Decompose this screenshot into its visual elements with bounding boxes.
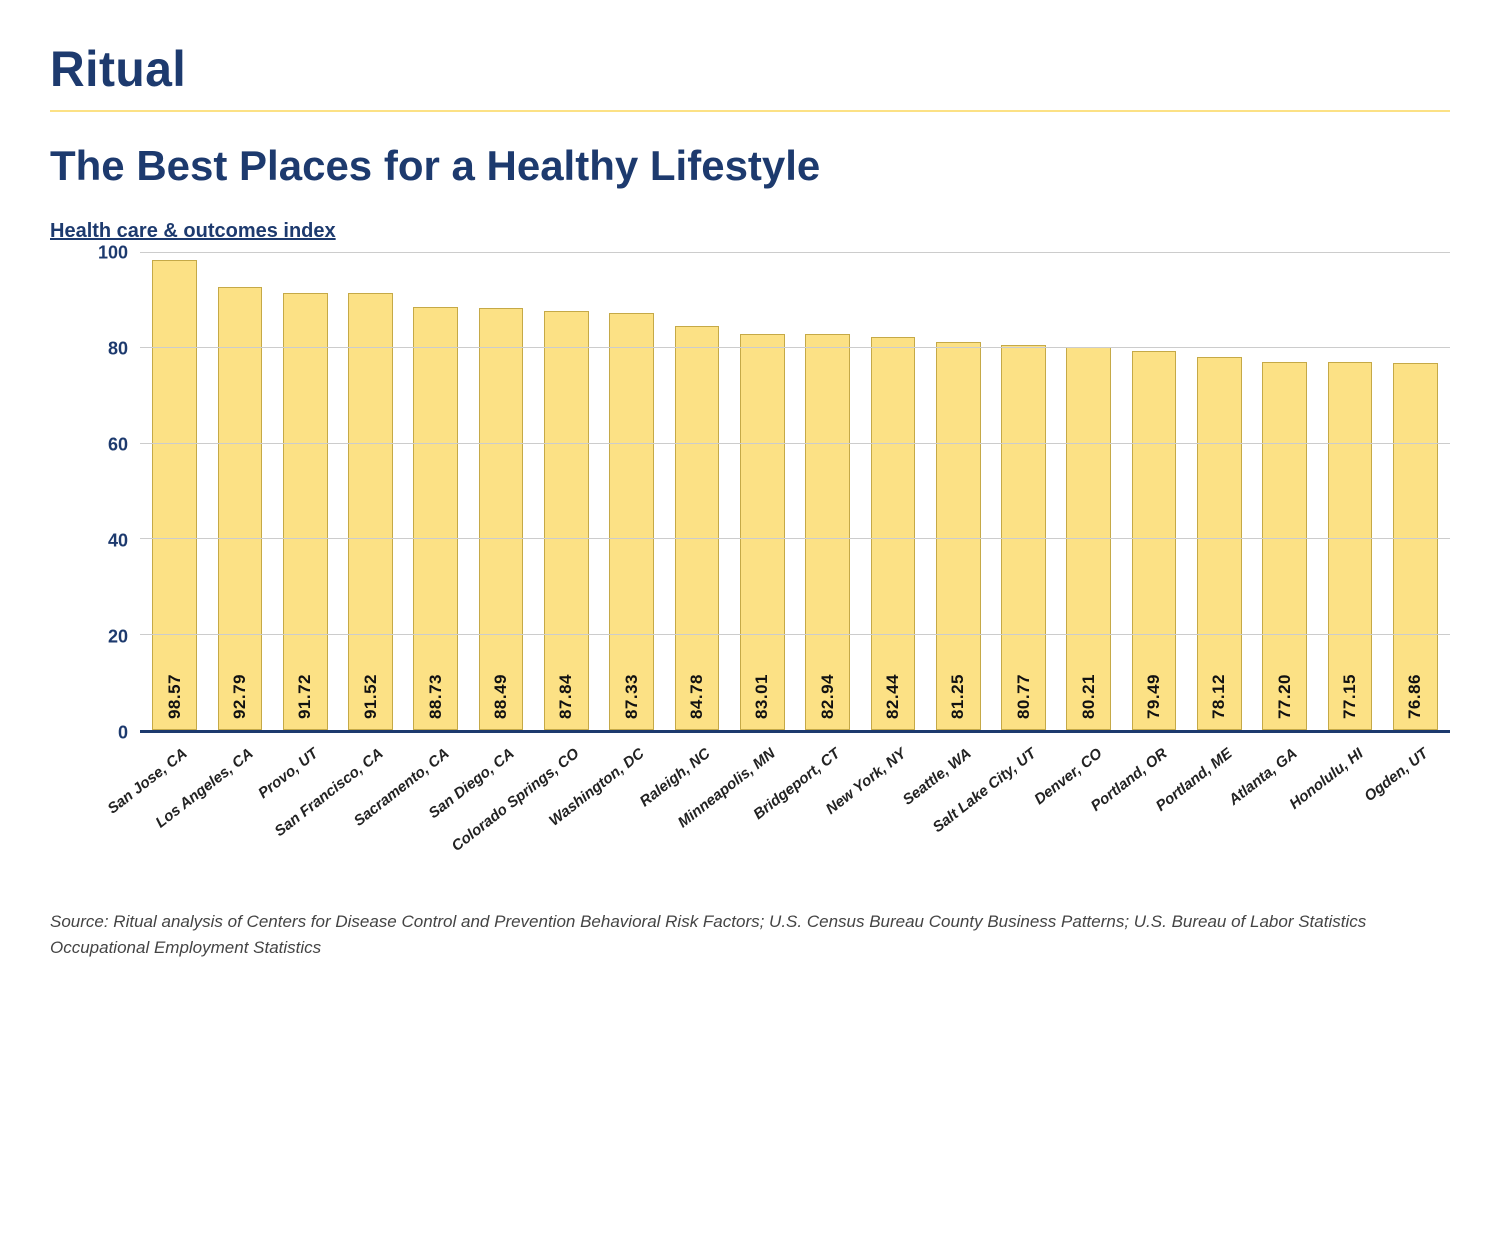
bar: 82.44 bbox=[871, 337, 916, 730]
bar-slot: 82.44 bbox=[864, 253, 921, 730]
bar-value-label: 84.78 bbox=[687, 674, 707, 719]
x-label-slot: Ogden, UT bbox=[1387, 739, 1444, 889]
bar-value-label: 81.25 bbox=[948, 674, 968, 719]
bar-value-label: 77.20 bbox=[1275, 674, 1295, 719]
x-label-slot: Portland, OR bbox=[1125, 739, 1182, 889]
bar-slot: 84.78 bbox=[668, 253, 725, 730]
bar-slot: 92.79 bbox=[211, 253, 268, 730]
bar-slot: 76.86 bbox=[1387, 253, 1444, 730]
bar: 84.78 bbox=[675, 326, 720, 730]
bar-value-label: 82.94 bbox=[818, 674, 838, 719]
bar: 77.15 bbox=[1328, 362, 1373, 730]
source-attribution: Source: Ritual analysis of Centers for D… bbox=[50, 909, 1450, 962]
bar: 77.20 bbox=[1262, 362, 1307, 730]
y-tick-label: 100 bbox=[98, 243, 128, 264]
bar-value-label: 88.73 bbox=[426, 674, 446, 719]
y-axis: 020406080100 bbox=[50, 253, 140, 733]
bar-slot: 83.01 bbox=[734, 253, 791, 730]
bar: 87.33 bbox=[609, 313, 654, 730]
bar-slot: 87.33 bbox=[603, 253, 660, 730]
gridline bbox=[140, 443, 1450, 444]
bar-slot: 81.25 bbox=[930, 253, 987, 730]
gridline bbox=[140, 347, 1450, 348]
x-label-slot: Portland, ME bbox=[1191, 739, 1248, 889]
bar: 83.01 bbox=[740, 334, 785, 730]
bar-slot: 87.84 bbox=[538, 253, 595, 730]
bar: 79.49 bbox=[1132, 351, 1177, 730]
bar-slot: 91.72 bbox=[277, 253, 334, 730]
x-axis-labels: San Jose, CALos Angeles, CAProvo, UTSan … bbox=[140, 739, 1450, 889]
x-label-slot: New York, NY bbox=[864, 739, 921, 889]
plot-row: 020406080100 98.5792.7991.7291.5288.7388… bbox=[50, 253, 1450, 733]
bar-slot: 80.77 bbox=[995, 253, 1052, 730]
bar-slot: 80.21 bbox=[1060, 253, 1117, 730]
bar-value-label: 91.52 bbox=[361, 674, 381, 719]
bar-slot: 82.94 bbox=[799, 253, 856, 730]
x-label-slot: Atlanta, GA bbox=[1256, 739, 1313, 889]
bar-value-label: 80.77 bbox=[1014, 674, 1034, 719]
plot-area: 98.57 92.79 91.72 91.52 88.73 88.49 87.84 87.33… bbox=[140, 253, 1450, 733]
bar-value-label: 76.86 bbox=[1405, 674, 1425, 719]
bar-slot: 77.20 bbox=[1256, 253, 1313, 730]
x-label-slot: Los Angeles, CA bbox=[211, 739, 268, 889]
infographic-root: Ritual The Best Places for a Healthy Lif… bbox=[0, 0, 1500, 1009]
y-tick-label: 80 bbox=[108, 339, 128, 360]
bar-slot: 79.49 bbox=[1125, 253, 1182, 730]
bar: 91.52 bbox=[348, 293, 393, 730]
bar: 78.12 bbox=[1197, 357, 1242, 730]
x-label-slot: Salt Lake City, UT bbox=[995, 739, 1052, 889]
gridline bbox=[140, 538, 1450, 539]
y-tick-label: 60 bbox=[108, 435, 128, 456]
bar: 82.94 bbox=[805, 334, 850, 730]
bar: 76.86 bbox=[1393, 363, 1438, 730]
bar: 88.73 bbox=[413, 307, 458, 730]
y-tick-label: 0 bbox=[118, 723, 128, 744]
bar: 88.49 bbox=[479, 308, 524, 730]
bar-slot: 88.73 bbox=[407, 253, 464, 730]
bar-value-label: 91.72 bbox=[295, 674, 315, 719]
x-label-slot: Honolulu, HI bbox=[1321, 739, 1378, 889]
chart-title: The Best Places for a Healthy Lifestyle bbox=[50, 142, 1450, 190]
bar-slot: 91.52 bbox=[342, 253, 399, 730]
bar-value-label: 77.15 bbox=[1340, 674, 1360, 719]
x-label-slot: Bridgeport, CT bbox=[799, 739, 856, 889]
bar-slot: 78.12 bbox=[1191, 253, 1248, 730]
bar-value-label: 92.79 bbox=[230, 674, 250, 719]
chart-container: 020406080100 98.5792.7991.7291.5288.7388… bbox=[50, 253, 1450, 889]
gridline bbox=[140, 634, 1450, 635]
y-tick-label: 40 bbox=[108, 531, 128, 552]
y-tick-label: 20 bbox=[108, 627, 128, 648]
bar-value-label: 79.49 bbox=[1144, 674, 1164, 719]
brand-logo: Ritual bbox=[50, 40, 1450, 110]
gridline bbox=[140, 252, 1450, 253]
bar-value-label: 80.21 bbox=[1079, 674, 1099, 719]
bar-value-label: 88.49 bbox=[491, 674, 511, 719]
bar: 91.72 bbox=[283, 293, 328, 731]
bar-value-label: 87.84 bbox=[556, 674, 576, 719]
bar-slot: 98.57 bbox=[146, 253, 203, 730]
x-label-slot: Denver, CO bbox=[1060, 739, 1117, 889]
bar-slot: 77.15 bbox=[1321, 253, 1378, 730]
brand-divider bbox=[50, 110, 1450, 112]
chart-subtitle: Health care & outcomes index bbox=[50, 220, 1450, 243]
bar-value-label: 87.33 bbox=[622, 674, 642, 719]
bar: 98.57 bbox=[152, 260, 197, 730]
bar-value-label: 82.44 bbox=[883, 674, 903, 719]
bar: 92.79 bbox=[218, 287, 263, 730]
bars-container: 98.57 92.79 91.72 91.52 88.73 88.49 87.84 87.33… bbox=[140, 253, 1450, 730]
bar: 81.25 bbox=[936, 342, 981, 730]
bar-value-label: 78.12 bbox=[1209, 674, 1229, 719]
x-label-slot: Washington, DC bbox=[603, 739, 660, 889]
bar: 87.84 bbox=[544, 311, 589, 730]
bar-value-label: 98.57 bbox=[165, 674, 185, 719]
brand-text: Ritual bbox=[50, 40, 186, 98]
bar-slot: 88.49 bbox=[472, 253, 529, 730]
bar-value-label: 83.01 bbox=[752, 674, 772, 719]
